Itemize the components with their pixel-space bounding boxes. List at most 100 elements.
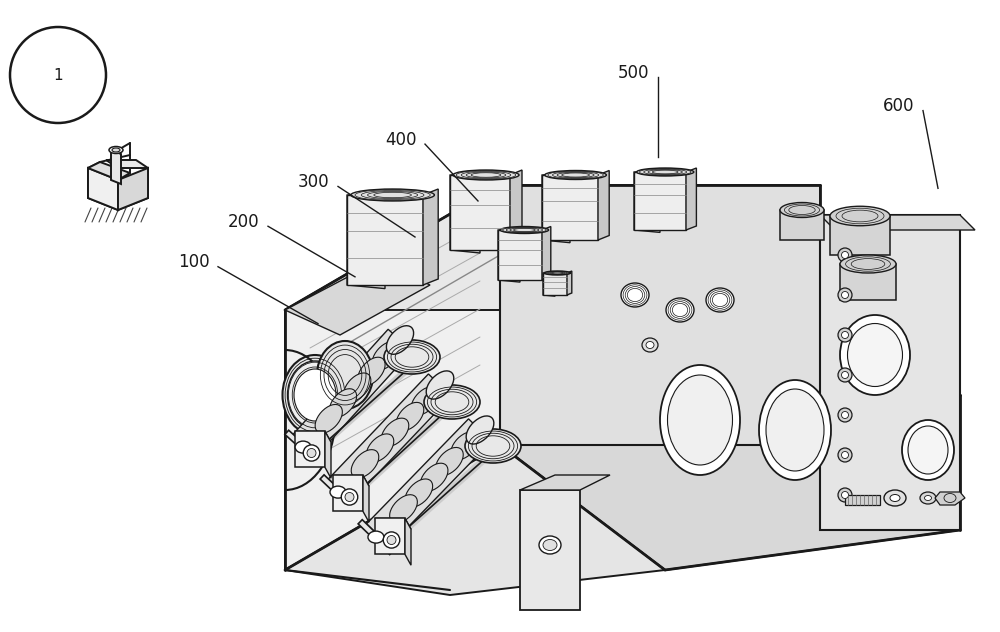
- Polygon shape: [358, 520, 394, 554]
- Polygon shape: [285, 445, 665, 595]
- Polygon shape: [111, 150, 121, 184]
- Polygon shape: [520, 475, 610, 490]
- Polygon shape: [106, 160, 148, 168]
- Ellipse shape: [330, 486, 346, 498]
- Ellipse shape: [543, 540, 557, 550]
- Ellipse shape: [381, 418, 409, 446]
- Ellipse shape: [317, 341, 373, 409]
- Polygon shape: [295, 432, 325, 468]
- Polygon shape: [520, 490, 580, 610]
- Ellipse shape: [884, 490, 906, 506]
- Ellipse shape: [545, 171, 606, 179]
- Polygon shape: [333, 475, 363, 511]
- Ellipse shape: [396, 403, 424, 430]
- Ellipse shape: [838, 488, 852, 502]
- Ellipse shape: [838, 408, 852, 422]
- Polygon shape: [295, 432, 331, 442]
- Ellipse shape: [436, 447, 463, 475]
- Ellipse shape: [840, 315, 910, 395]
- Polygon shape: [498, 228, 520, 282]
- Polygon shape: [88, 162, 130, 180]
- Polygon shape: [285, 185, 820, 310]
- Ellipse shape: [838, 248, 852, 262]
- Ellipse shape: [838, 288, 852, 302]
- Polygon shape: [567, 271, 572, 295]
- Ellipse shape: [426, 371, 454, 399]
- Ellipse shape: [890, 494, 900, 502]
- Text: 500: 500: [618, 64, 650, 82]
- Ellipse shape: [351, 189, 434, 201]
- Polygon shape: [543, 272, 555, 296]
- Polygon shape: [423, 189, 438, 285]
- Polygon shape: [634, 169, 660, 233]
- Ellipse shape: [539, 536, 561, 554]
- Polygon shape: [293, 329, 412, 456]
- Ellipse shape: [384, 340, 440, 374]
- Ellipse shape: [294, 369, 336, 421]
- Text: 200: 200: [228, 214, 260, 231]
- Polygon shape: [820, 215, 960, 530]
- Polygon shape: [498, 230, 542, 280]
- Polygon shape: [285, 185, 500, 570]
- Polygon shape: [500, 185, 820, 445]
- Ellipse shape: [902, 420, 954, 480]
- Ellipse shape: [668, 375, 732, 465]
- Polygon shape: [88, 168, 118, 210]
- Polygon shape: [367, 419, 491, 546]
- Ellipse shape: [420, 463, 448, 491]
- Ellipse shape: [842, 451, 848, 458]
- Ellipse shape: [405, 479, 433, 507]
- Ellipse shape: [842, 332, 848, 339]
- Ellipse shape: [366, 434, 394, 462]
- Ellipse shape: [544, 271, 571, 275]
- Circle shape: [10, 27, 106, 123]
- Ellipse shape: [838, 328, 852, 342]
- Ellipse shape: [838, 448, 852, 462]
- Polygon shape: [285, 260, 430, 335]
- Ellipse shape: [842, 291, 848, 298]
- Polygon shape: [830, 216, 890, 255]
- Ellipse shape: [759, 380, 831, 480]
- Ellipse shape: [840, 255, 896, 273]
- Ellipse shape: [642, 338, 658, 352]
- Ellipse shape: [924, 495, 932, 501]
- Ellipse shape: [920, 492, 936, 504]
- Polygon shape: [845, 495, 880, 505]
- Ellipse shape: [453, 170, 519, 180]
- Ellipse shape: [288, 361, 342, 429]
- Ellipse shape: [780, 202, 824, 217]
- Polygon shape: [500, 445, 960, 570]
- Ellipse shape: [109, 147, 123, 154]
- Polygon shape: [320, 475, 356, 509]
- Polygon shape: [598, 171, 609, 240]
- Polygon shape: [634, 172, 686, 230]
- Ellipse shape: [307, 449, 316, 458]
- Polygon shape: [780, 210, 824, 240]
- Ellipse shape: [842, 372, 848, 379]
- Ellipse shape: [112, 148, 120, 152]
- Ellipse shape: [908, 426, 948, 474]
- Ellipse shape: [830, 206, 890, 226]
- Ellipse shape: [372, 341, 399, 370]
- Ellipse shape: [666, 298, 694, 322]
- Polygon shape: [840, 264, 896, 300]
- Ellipse shape: [451, 432, 479, 460]
- Ellipse shape: [424, 385, 480, 419]
- Polygon shape: [375, 518, 405, 554]
- Polygon shape: [347, 195, 423, 285]
- Ellipse shape: [465, 429, 521, 463]
- Ellipse shape: [842, 252, 848, 258]
- Ellipse shape: [351, 449, 379, 478]
- Ellipse shape: [660, 365, 740, 475]
- Polygon shape: [347, 191, 385, 289]
- Ellipse shape: [295, 441, 311, 453]
- Text: 600: 600: [883, 97, 914, 115]
- Ellipse shape: [329, 389, 357, 417]
- Polygon shape: [543, 273, 567, 295]
- Ellipse shape: [344, 373, 371, 401]
- Ellipse shape: [411, 387, 439, 415]
- Polygon shape: [450, 172, 480, 253]
- Ellipse shape: [842, 492, 848, 499]
- Ellipse shape: [621, 283, 649, 307]
- Polygon shape: [542, 175, 598, 240]
